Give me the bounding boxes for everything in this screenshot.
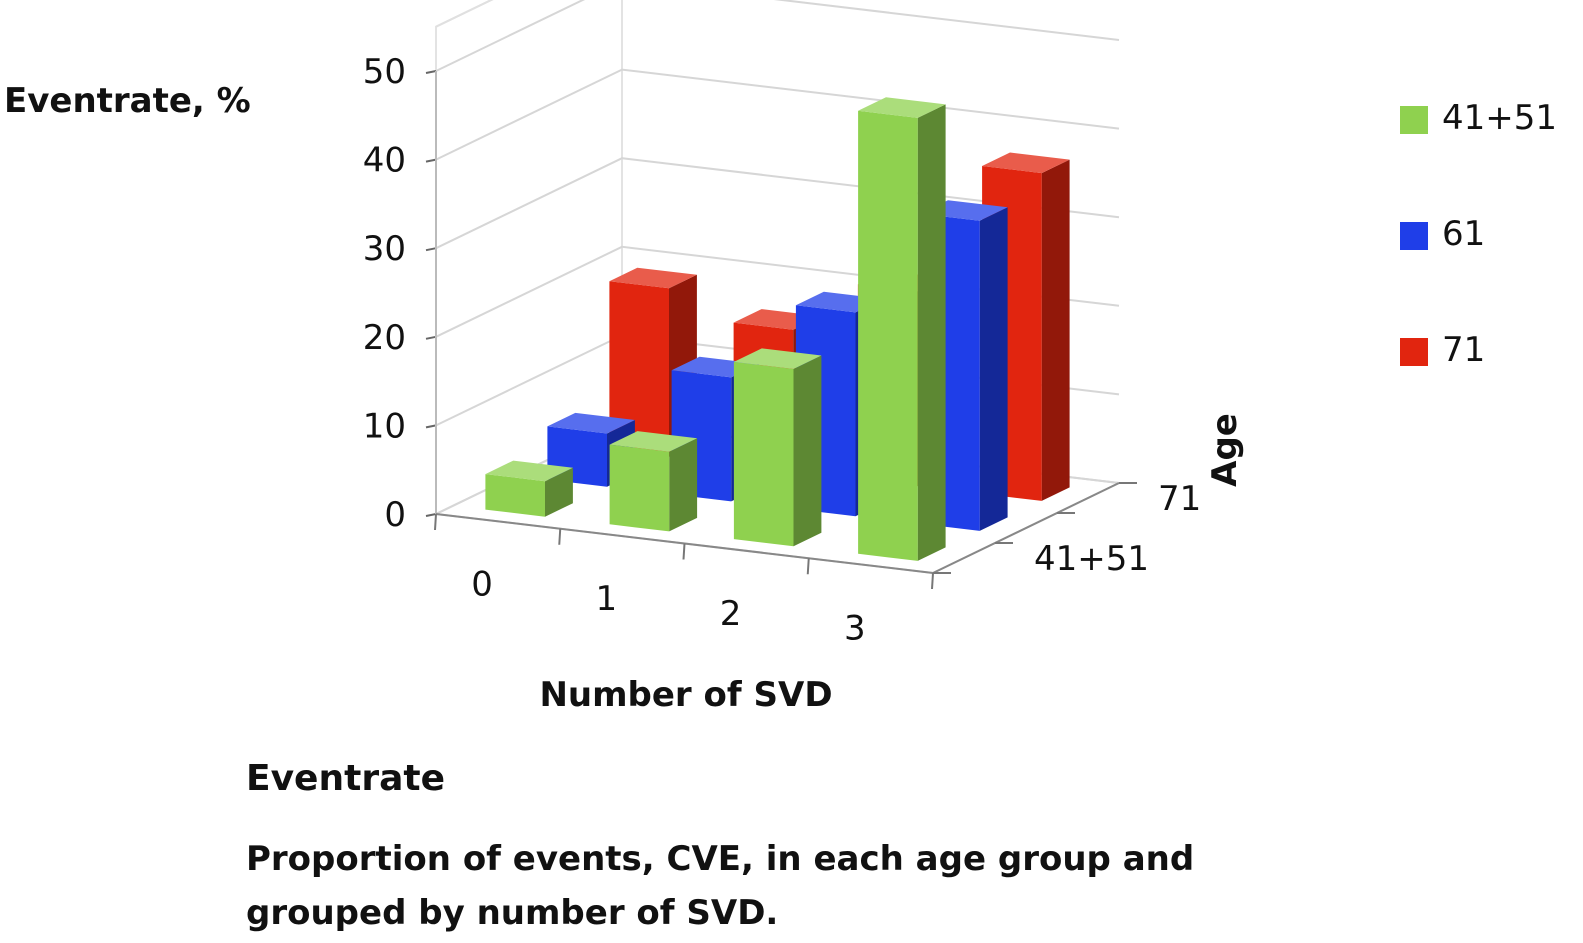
bar-top-face: [982, 152, 1070, 174]
bar-front-face: [609, 444, 670, 532]
depth-axis-title: Age: [1205, 413, 1245, 487]
bar-front-face: [485, 474, 545, 517]
wall-top-edge: [435, 0, 494, 28]
y-tick-label: 0: [384, 495, 406, 535]
x-tick-label: 2: [720, 594, 742, 634]
bar-41+51-svd-1: [609, 431, 698, 532]
y-tick-mark: [425, 158, 437, 163]
caption-title: Eventrate: [246, 758, 445, 799]
bar-41+51-svd-0: [485, 460, 573, 517]
chart-labels: Eventrate, % Number of SVD Age 010203040…: [4, 52, 1245, 715]
gridline: [435, 0, 1120, 72]
bar-41+51-svd-2: [733, 348, 822, 547]
legend-swatch: [1400, 106, 1428, 134]
bar-front-face: [858, 110, 918, 561]
bar-top-face: [485, 460, 573, 482]
y-tick-label: 10: [363, 406, 406, 446]
x-tick-label: 0: [471, 564, 493, 604]
y-tick-mark: [425, 335, 437, 340]
caption-text: Proportion of events, CVE, in each age g…: [246, 839, 1195, 933]
bar-top-face: [609, 431, 698, 452]
x-tick-label: 3: [844, 609, 866, 649]
bar-side-face: [793, 355, 822, 547]
y-tick-label: 40: [363, 141, 406, 181]
legend-label: 41+51: [1442, 98, 1558, 138]
bar-side-face: [545, 467, 573, 517]
depth-axis-line: [932, 482, 1120, 574]
y-tick-mark: [425, 424, 437, 429]
y-tick-label: 30: [363, 229, 406, 269]
bar-top-face: [609, 267, 697, 289]
bar-top-face: [733, 348, 822, 369]
x-tick-mark: [931, 572, 934, 590]
y-tick-mark: [425, 70, 437, 74]
x-tick-mark: [806, 558, 810, 575]
y-tick-label: 50: [363, 52, 406, 92]
bar-top-face: [547, 412, 635, 434]
bar-front-face: [733, 361, 794, 547]
y-tick-mark: [425, 247, 437, 252]
bar-side-face: [1041, 159, 1070, 501]
chart-axes: [425, 70, 1137, 590]
y-tick-label: 20: [363, 318, 406, 358]
y-axis-title: Eventrate, %: [4, 81, 251, 121]
bar-top-face: [858, 97, 946, 118]
chart-bars: [485, 97, 1070, 561]
x-tick-label: 1: [596, 579, 618, 619]
y-tick-mark: [425, 513, 437, 517]
gridline: [435, 68, 1120, 161]
legend-swatch: [1400, 222, 1428, 250]
x-tick-mark: [434, 513, 437, 531]
bar-side-face: [979, 207, 1008, 531]
x-axis-title: Number of SVD: [539, 675, 832, 715]
bar-side-face: [669, 438, 698, 532]
depth-tick-label: 71: [1158, 479, 1201, 519]
bar-front-face: [609, 281, 669, 457]
x-tick-mark: [682, 543, 686, 560]
depth-tick-label: 41+51: [1034, 539, 1149, 579]
bar-side-face: [917, 104, 946, 561]
gridline: [435, 157, 1120, 250]
bar-41+51-svd-3: [858, 97, 946, 561]
legend-label: 71: [1442, 330, 1486, 370]
x-tick-mark: [558, 528, 562, 545]
legend-swatch: [1400, 338, 1428, 366]
legend-label: 61: [1442, 214, 1486, 254]
